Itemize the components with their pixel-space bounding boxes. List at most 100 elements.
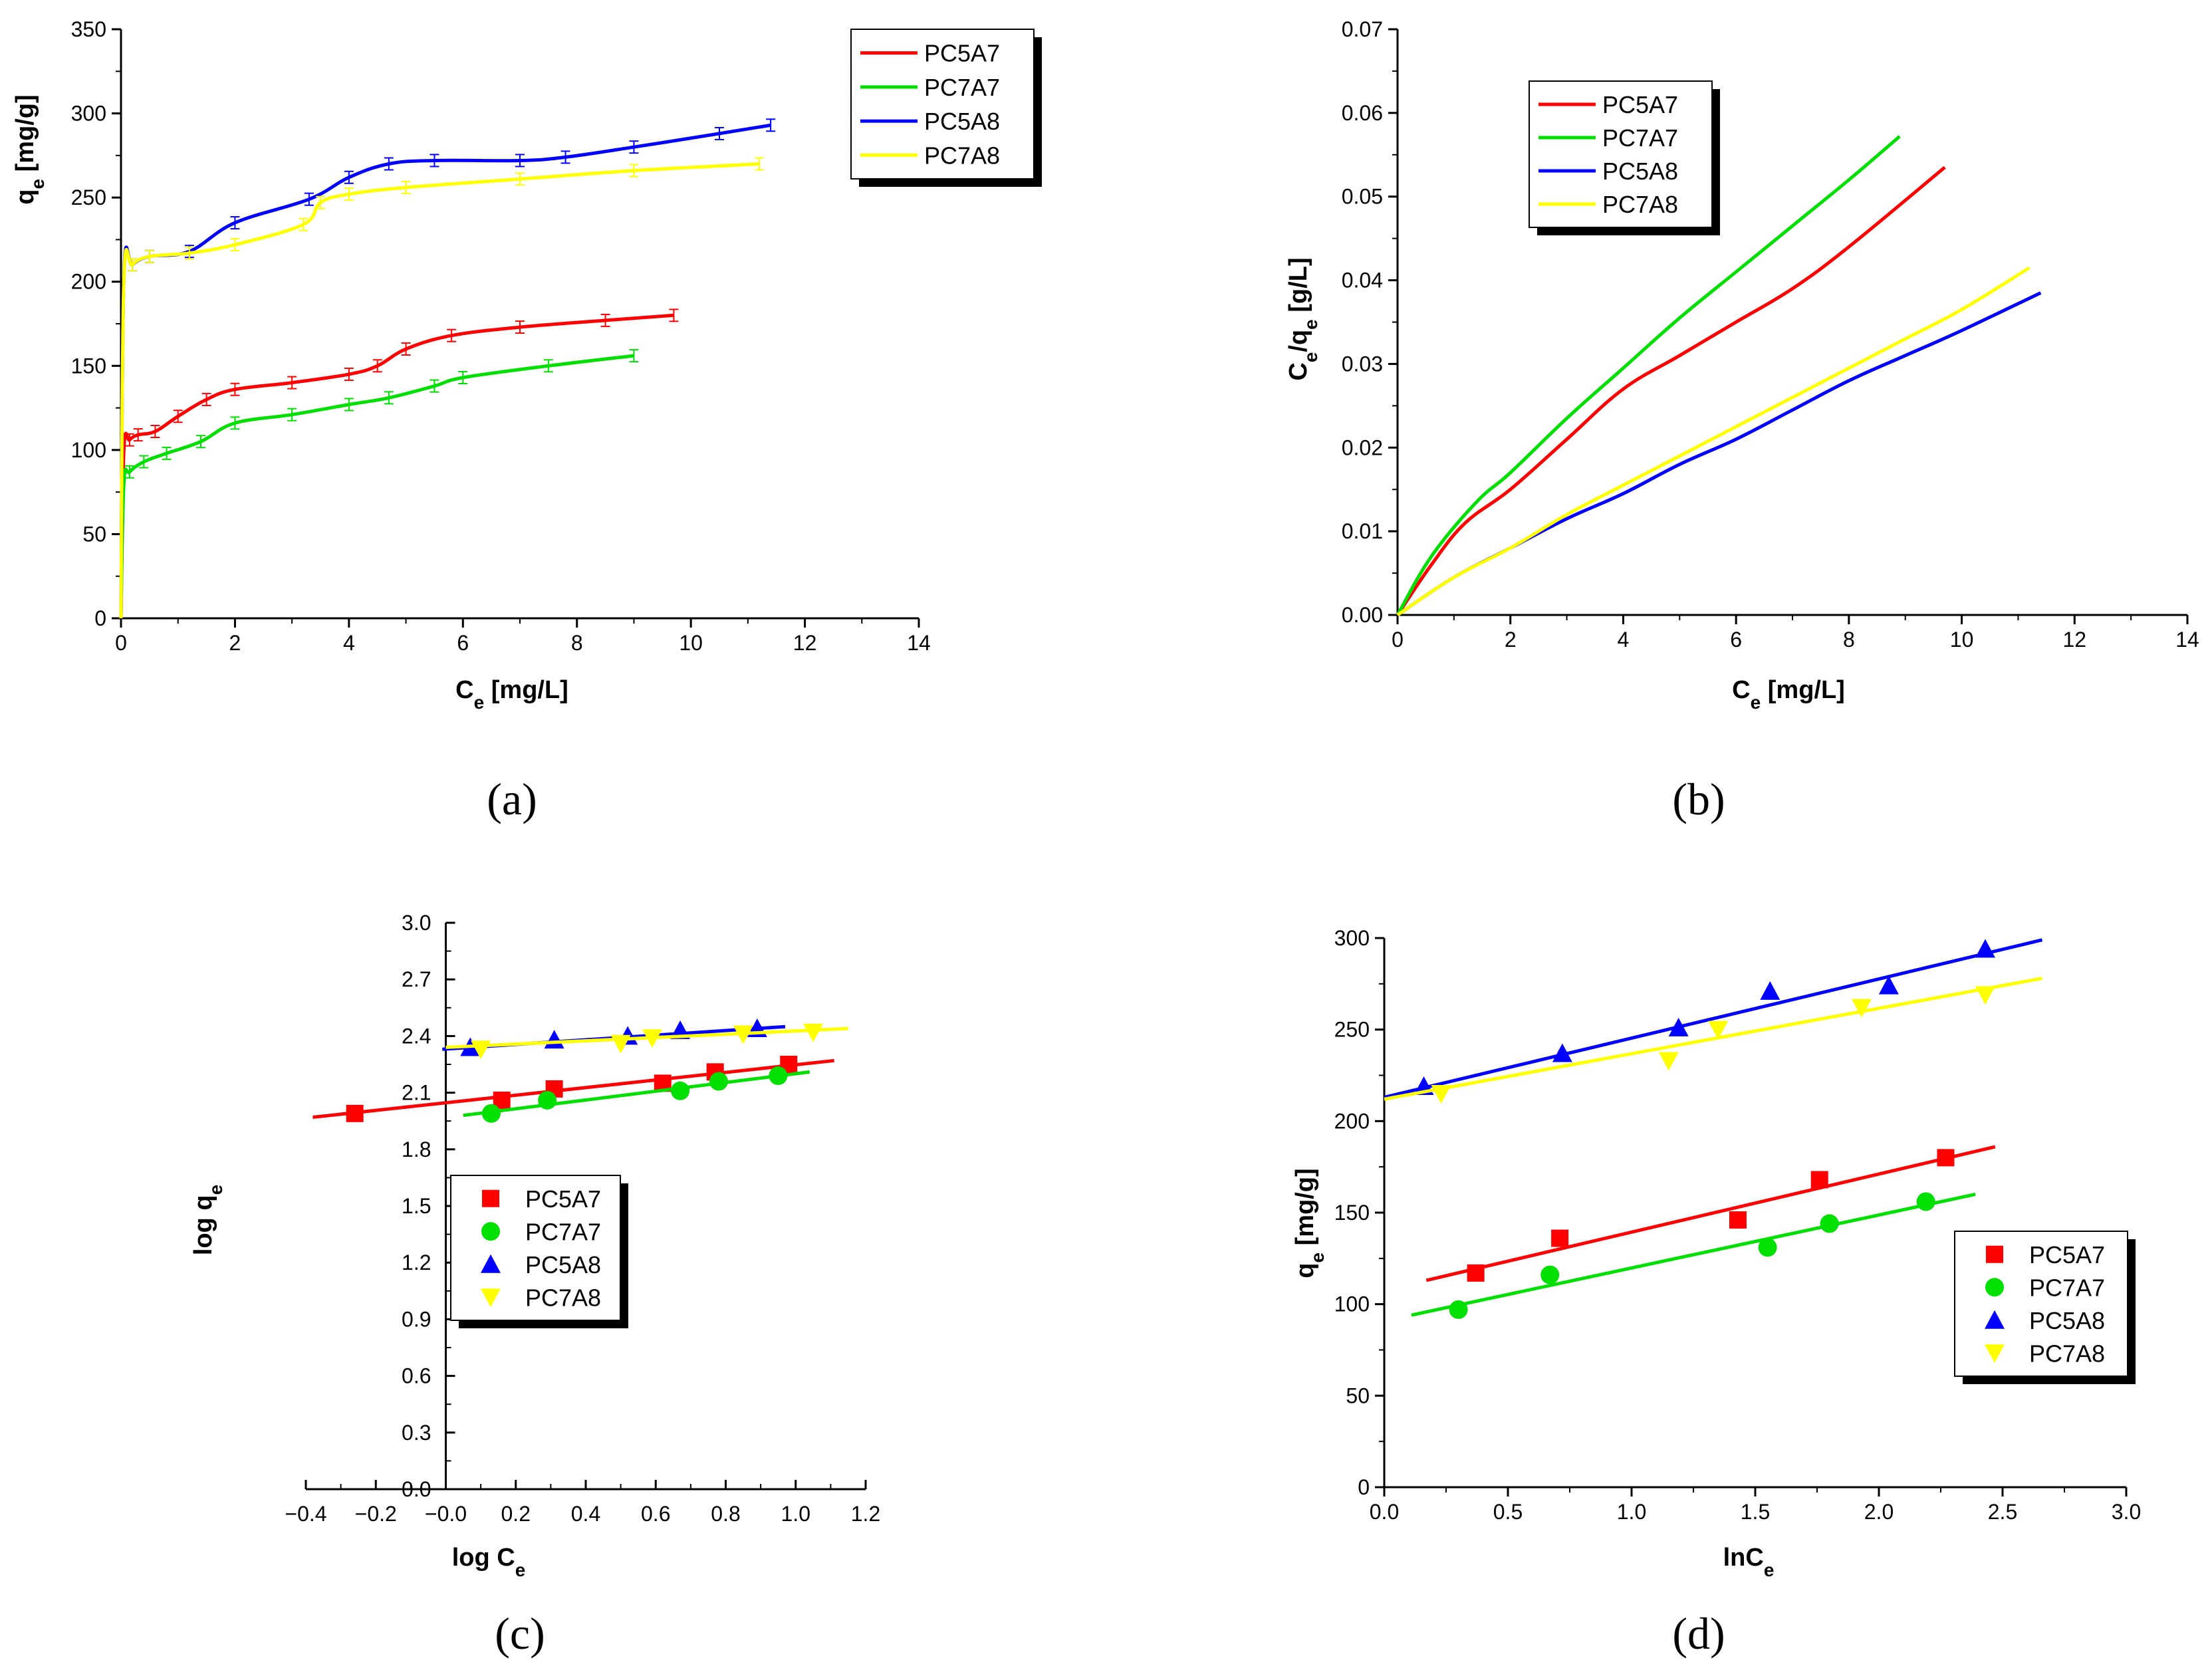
y-tick-label: 0.04 [1342,269,1383,293]
legend-label: PC7A7 [924,74,1000,101]
data-point [1975,986,1995,1005]
x-tick-label: 14 [907,631,931,655]
legend-marker [482,1189,499,1207]
data-point [1658,1052,1679,1071]
data-point [481,1104,501,1123]
y-axis-title-part-0: C [1285,362,1312,380]
x-tick-label: 2 [1505,628,1517,652]
x-axis-title: log Ce [452,1544,526,1580]
data-point [1810,1171,1828,1189]
x-tick-label: 12 [793,631,817,655]
legend-label: PC5A7 [924,40,1000,67]
legend-label: PC5A7 [1602,91,1678,118]
x-axis-title-part-0: log C [452,1544,515,1572]
fit-line [1425,1145,1996,1282]
y-axis-title: qe [mg/g] [1291,1168,1328,1278]
data-point [1975,939,1995,958]
y-tick-label: 2.1 [402,1081,431,1105]
legend-marker [1986,1245,2003,1263]
series-PC5A7 [1396,166,1946,616]
series-line [119,162,760,619]
legend: PC5A7 PC7A7 PC5A8 PC7A8 [1529,80,1720,235]
legend-marker [1985,1344,2005,1364]
legend-marker [481,1254,501,1273]
y-tick-label: 0.02 [1342,435,1383,459]
y-axis-title-part-1: e [1300,352,1321,363]
data-point [1878,975,1899,995]
y-tick-label: 1.5 [402,1194,431,1218]
data-point [346,1104,364,1122]
y-tick-label: 150 [71,354,106,378]
y-axis-title: Ce/qe [g/L] [1285,257,1321,380]
legend-label: PC7A7 [1602,124,1678,152]
x-tick-label: 8 [1843,628,1855,652]
y-tick-label: 300 [71,102,106,126]
x-axis-title: Ce [mg/L] [1732,676,1845,713]
y-tick-label: 0.00 [1342,603,1383,627]
series-line [1396,166,1946,616]
x-tick-label: 0 [1392,628,1404,652]
data-point [1820,1214,1839,1233]
x-tick-label: 10 [1950,628,1974,652]
data-point [1467,1264,1485,1282]
x-tick-label: 0.0 [1370,1500,1399,1524]
legend-marker [1985,1278,2004,1297]
y-tick-label: 0.9 [402,1307,431,1331]
legend-label: PC7A7 [525,1218,601,1245]
y-tick-label: 0.06 [1342,101,1383,125]
y-axis-title-part-4: [mg/g] [1291,1168,1319,1253]
data-point [671,1081,690,1100]
data-point [1708,1020,1729,1040]
x-axis-title-part-1: e [515,1560,526,1580]
data-point [610,1034,631,1054]
data-point [733,1025,753,1044]
legend-box [1954,1231,2128,1377]
x-tick-label: 12 [2062,628,2086,652]
legend: PC5A7 PC7A7 PC5A8 PC7A8 [1954,1231,2136,1384]
panel-caption: (c) [495,1608,545,1659]
series-PC7A8 [1384,977,2042,1104]
data-point [1916,1192,1935,1211]
x-tick-label: 6 [457,631,469,655]
y-tick-label: 1.2 [402,1251,431,1274]
data-point [1937,1149,1955,1167]
y-tick-label: 300 [1334,926,1370,950]
x-tick-label: 2.5 [1988,1500,2017,1524]
fit-line [1384,938,2043,1099]
panel-caption: (b) [1672,774,1725,824]
y-axis-title-part-0: log q [189,1195,217,1255]
legend-label: PC5A7 [2029,1241,2105,1268]
x-tick-label: −0.4 [285,1502,326,1526]
series-line [119,354,634,619]
x-axis-title-part-0: lnC [1723,1544,1764,1572]
series-PC7A7 [119,349,639,619]
y-tick-label: 0.0 [402,1477,431,1501]
data-point [1449,1300,1468,1319]
x-tick-label: 4 [343,631,355,655]
data-point [803,1023,824,1042]
x-tick-label: 0 [115,631,127,655]
legend-label: PC7A8 [1602,191,1678,218]
x-tick-label: 1.2 [851,1502,880,1526]
series-PC7A8 [1396,266,2030,617]
data-point [1760,981,1781,1000]
legend-label: PC5A7 [525,1185,601,1213]
data-point [1540,1265,1560,1284]
y-tick-label: 150 [1334,1201,1370,1225]
legend-label: PC7A8 [924,142,1000,169]
x-tick-label: 0.5 [1493,1500,1523,1524]
data-point [1729,1211,1747,1229]
y-tick-label: 250 [71,185,106,209]
y-tick-label: 0 [1358,1475,1370,1499]
y-tick-label: 0.3 [402,1421,431,1445]
y-axis-title: log qe [189,1185,226,1255]
legend-marker [481,1222,500,1241]
legend-label: PC5A8 [2029,1307,2105,1334]
y-axis-title-part-0: q [11,189,39,205]
x-tick-label: 2.0 [1864,1500,1894,1524]
data-point [642,1029,662,1048]
series-PC7A8 [445,1023,848,1060]
x-tick-label: 0.2 [501,1502,531,1526]
